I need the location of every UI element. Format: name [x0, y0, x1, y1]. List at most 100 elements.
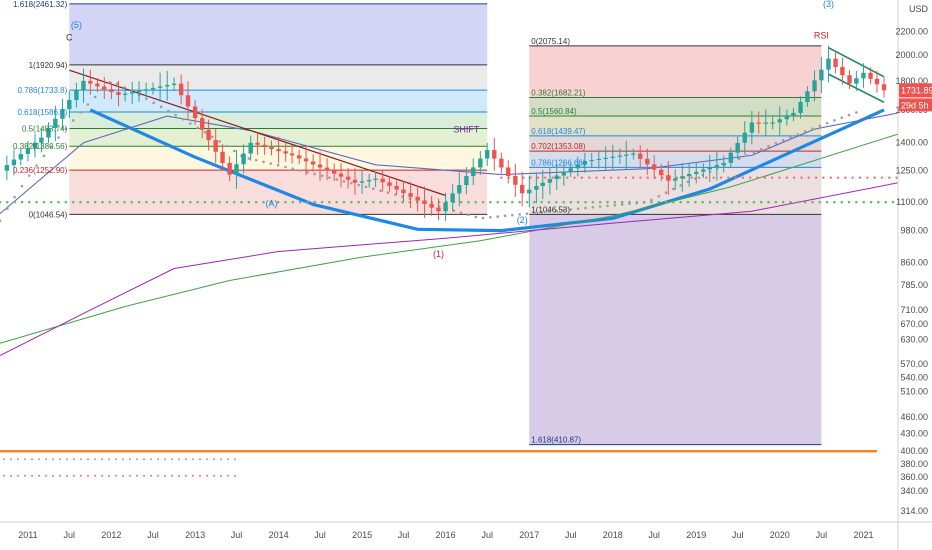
- indicator-dot: [262, 160, 265, 164]
- indicator-dot: [811, 200, 814, 204]
- y-tick-label: 400.00: [900, 446, 928, 456]
- indicator-dot: [716, 200, 719, 204]
- left-dot: [213, 458, 215, 461]
- indicator-dot: [540, 200, 543, 204]
- indicator-dot: [232, 200, 236, 204]
- indicator-dot: [847, 200, 851, 204]
- left-dot: [143, 458, 145, 461]
- indicator-dot: [357, 200, 360, 204]
- red-dot: [888, 176, 891, 179]
- candle-body: [130, 92, 135, 94]
- left-dot: [150, 474, 152, 477]
- ma-blue: [0, 112, 899, 215]
- candle-body: [283, 151, 288, 154]
- indicator-dot: [298, 200, 302, 204]
- candle-body: [499, 158, 504, 168]
- indicator-dot: [130, 200, 134, 204]
- candle-body: [185, 95, 191, 107]
- indicator-dot: [320, 174, 324, 178]
- left-dot: [10, 474, 12, 477]
- red-dot: [661, 176, 664, 179]
- candle-body: [784, 116, 790, 120]
- wave-label: (2): [517, 215, 528, 225]
- currency-label: USD: [909, 4, 929, 14]
- y-tick-label: 670.00: [900, 319, 928, 329]
- fib-label-right: 0.786(1266.66): [531, 158, 586, 167]
- candle-body: [513, 176, 518, 185]
- candle-body: [366, 179, 372, 182]
- candle-body: [157, 86, 163, 88]
- candle-body: [401, 189, 406, 194]
- indicator-dot: [71, 200, 75, 204]
- red-dot: [690, 176, 693, 179]
- x-tick-label: 2019: [686, 530, 706, 540]
- candle-body: [756, 122, 761, 124]
- indicator-dot: [93, 95, 97, 99]
- indicator-dot: [686, 200, 690, 204]
- candle-body: [798, 101, 803, 113]
- indicator-dot: [825, 200, 829, 204]
- candle-body: [506, 167, 511, 177]
- candle-body: [296, 155, 302, 159]
- candle-body: [519, 184, 525, 194]
- indicator-dot: [598, 200, 602, 204]
- indicator-dot: [27, 200, 31, 204]
- indicator-dot: [811, 127, 814, 131]
- indicator-dot: [145, 200, 148, 204]
- x-tick-label: 2012: [101, 530, 121, 540]
- indicator-dot: [628, 200, 631, 204]
- left-dot: [108, 458, 110, 461]
- indicator-dot: [328, 176, 331, 179]
- indicator-dot: [218, 200, 221, 204]
- indicator-dot: [620, 203, 624, 206]
- indicator-dot: [562, 200, 565, 204]
- indicator-dot: [189, 122, 192, 125]
- red-dot: [558, 176, 562, 179]
- red-dot: [719, 176, 723, 179]
- indicator-dot: [174, 113, 177, 117]
- indicator-dot: [701, 200, 704, 204]
- candle-body: [561, 171, 567, 176]
- fib-label-left: 1(1920.94): [29, 61, 68, 70]
- indicator-dot: [562, 208, 565, 212]
- y-tick-label: 510.00: [900, 386, 928, 396]
- red-dot: [624, 176, 628, 179]
- fib-label-right: 0(2075.14): [531, 37, 570, 46]
- fib-zone-right: [529, 214, 822, 445]
- candle-body: [527, 189, 532, 194]
- red-dot: [522, 176, 525, 179]
- candle-body: [534, 186, 539, 190]
- indicator-dot: [101, 200, 104, 204]
- indicator-dot: [350, 181, 353, 185]
- left-dot: [45, 474, 47, 477]
- candle-body: [840, 67, 845, 76]
- indicator-dot: [159, 200, 163, 204]
- candle-body: [150, 87, 156, 90]
- annotations-layer: 1.618(2461.32) 1(1920.94) 0.786(1733.8) 0.6…: [13, 0, 834, 445]
- candle-body: [116, 92, 121, 95]
- x-tick-label: 2018: [603, 530, 623, 540]
- candles-layer: [4, 45, 887, 221]
- indicator-dot: [554, 209, 558, 213]
- red-dot: [602, 176, 606, 179]
- indicator-dot: [489, 200, 492, 204]
- wave-label: SHIFT: [453, 124, 480, 134]
- candle-body: [387, 182, 392, 186]
- indicator-dot: [774, 200, 778, 204]
- indicator-dot: [533, 211, 536, 215]
- candle-body: [394, 185, 399, 190]
- candle-body: [200, 118, 205, 130]
- indicator-dot: [459, 200, 463, 204]
- indicator-dot: [877, 200, 880, 204]
- indicator-dot: [86, 103, 90, 106]
- fib-zone-left: [69, 3, 488, 65]
- candle-body: [317, 164, 323, 168]
- red-dot: [551, 176, 554, 179]
- indicator-dot: [525, 200, 529, 204]
- y-tick-label: 460.00: [900, 412, 928, 422]
- candle-body: [109, 89, 114, 93]
- candle-body: [122, 93, 128, 95]
- indicator-dot: [613, 203, 617, 207]
- indicator-dot: [635, 200, 639, 204]
